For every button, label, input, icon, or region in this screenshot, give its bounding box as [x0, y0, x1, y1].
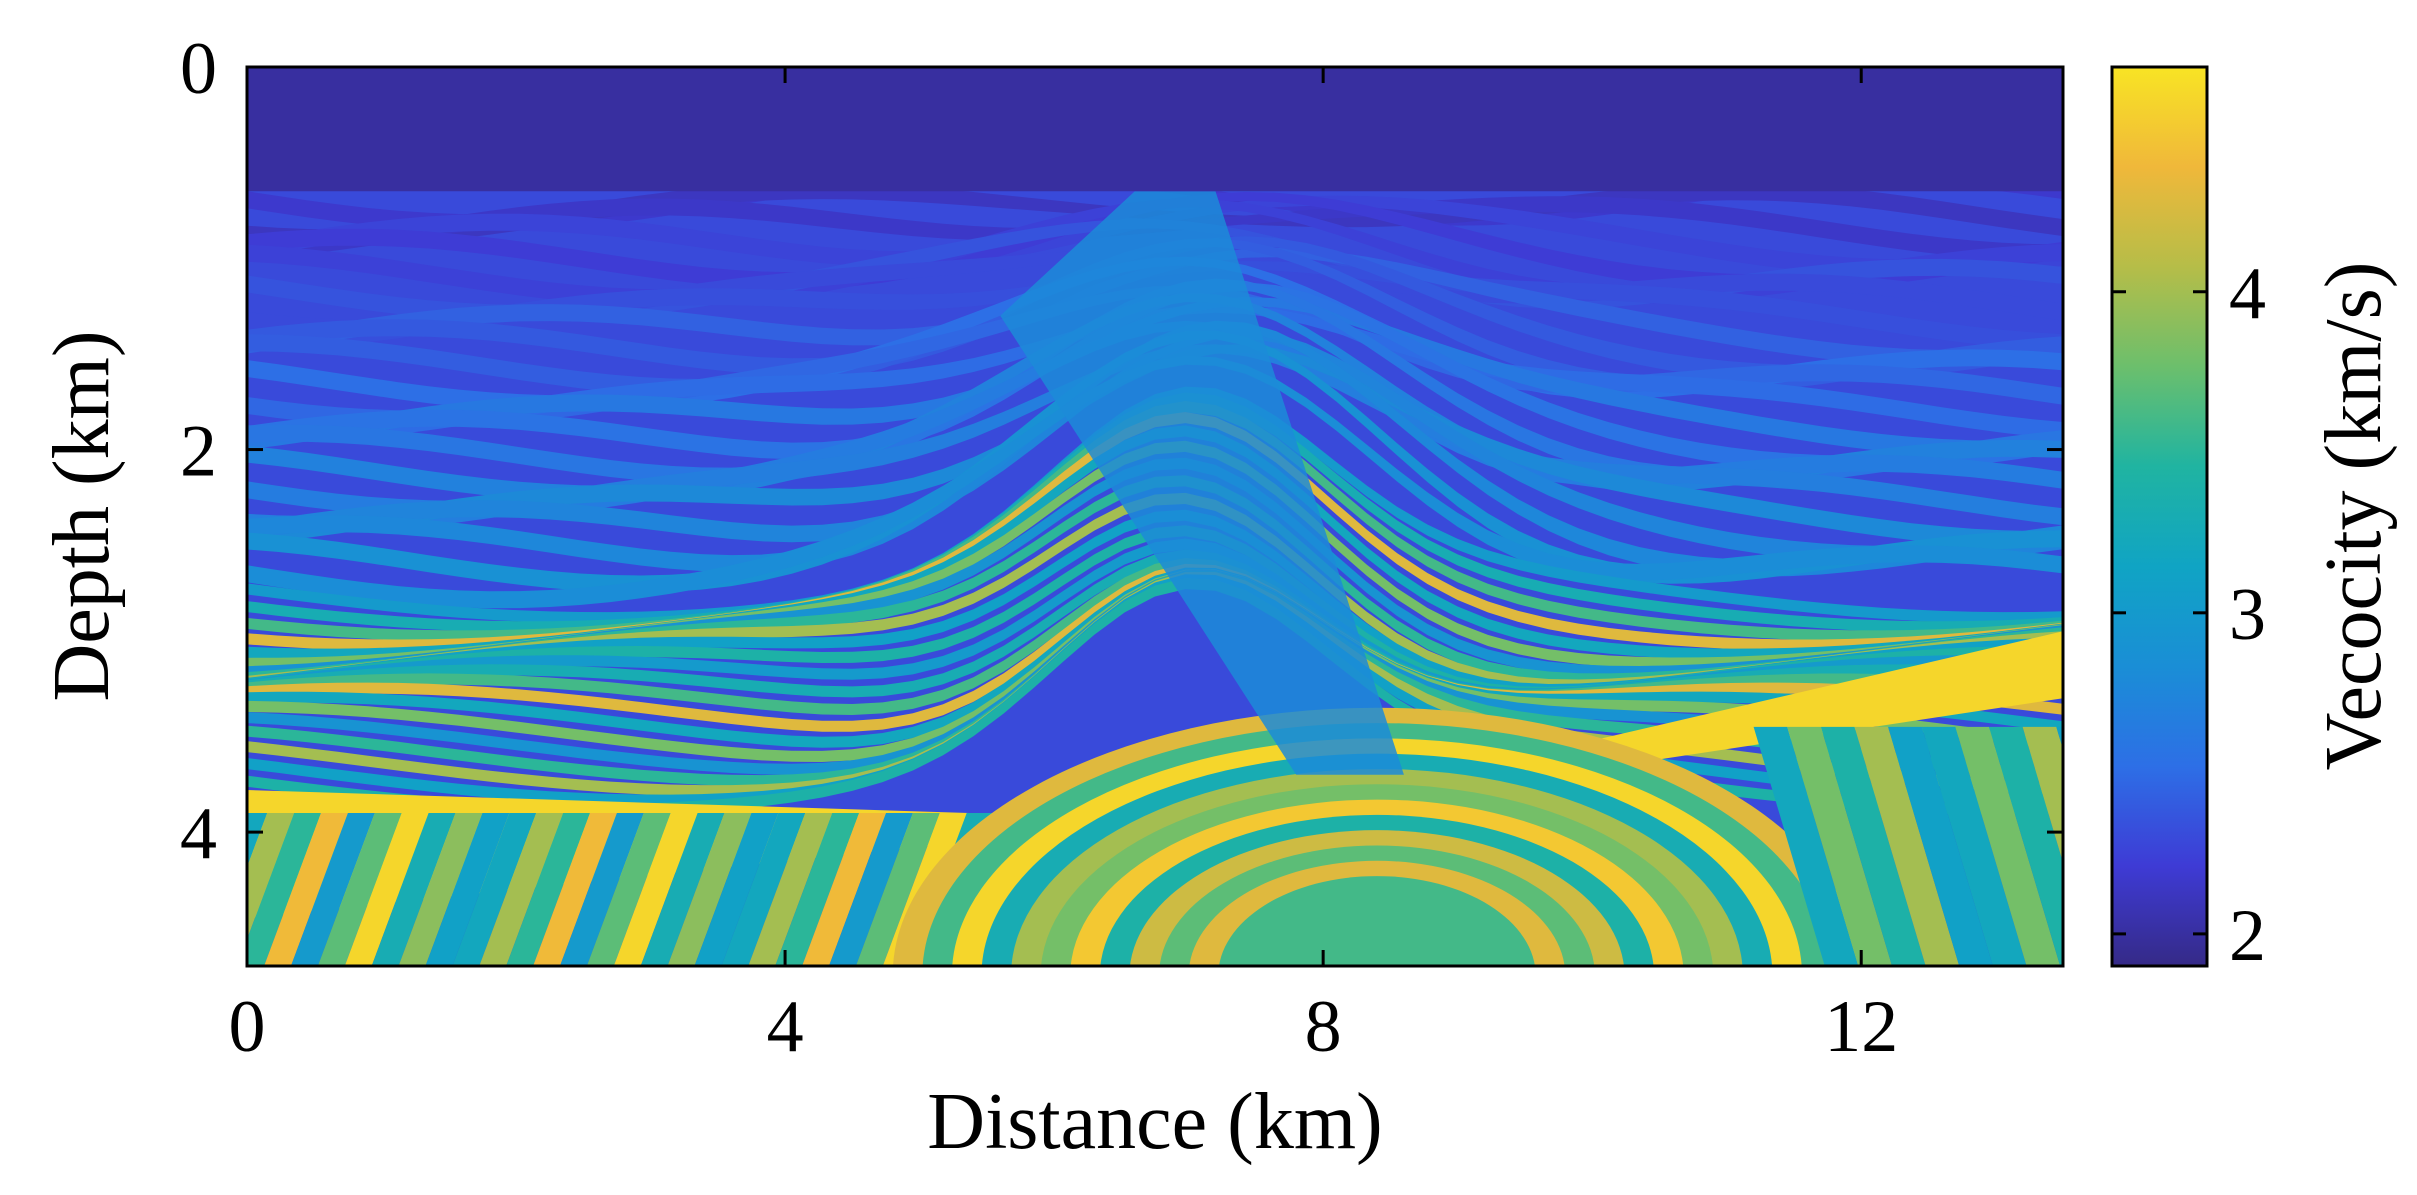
stratum-middle — [247, 457, 2063, 678]
stratum-deep — [247, 813, 321, 966]
stratum-shallow — [247, 256, 2063, 413]
stratum-deep — [290, 813, 375, 966]
stratum-deep — [344, 813, 429, 966]
stratum-deep-right — [2022, 726, 2063, 863]
y-tick-label: 2 — [180, 411, 217, 493]
stratum-deep — [533, 813, 617, 966]
stratum-deep — [371, 813, 456, 966]
stratum-deep — [694, 813, 779, 966]
stratum-deep — [247, 813, 268, 868]
stratum-deep — [317, 813, 402, 966]
stratum-deep — [506, 813, 590, 966]
stratum-deep-right — [1888, 726, 1993, 966]
stratum-middle — [247, 574, 2063, 806]
stratum-deep-right — [1753, 726, 1859, 966]
velocity-strata — [247, 67, 2063, 966]
x-tick-label: 4 — [767, 986, 804, 1068]
stratum-shallow — [247, 192, 2063, 292]
colorbar-ticks: 2 3 4 — [2112, 253, 2266, 977]
stratum-shallow — [247, 330, 2063, 593]
y-tick-label: 0 — [180, 28, 217, 110]
stratum-middle — [247, 525, 2063, 698]
colorbar: 2 3 4 Vecocity (km/s) — [2110, 65, 2398, 977]
stratum-deep — [855, 813, 940, 966]
stratum-deep-right — [1989, 726, 2063, 966]
stratum-deep-right — [1854, 726, 1960, 966]
stratum-deep — [247, 813, 295, 940]
stratum-shallow — [247, 293, 2063, 503]
stratum-deep — [721, 813, 806, 966]
water-layer — [247, 67, 2063, 192]
stratum-middle — [247, 563, 2063, 732]
colorbar-tick-label: 3 — [2229, 574, 2266, 656]
stratum-deep — [667, 813, 752, 966]
stratum-deep — [613, 813, 698, 966]
x-tick-label: 8 — [1305, 986, 1342, 1068]
stratum-deep — [264, 813, 348, 966]
stratum-deep — [828, 813, 913, 966]
stratum-deep — [586, 813, 671, 966]
stratum-shallow — [247, 344, 2063, 548]
x-tick-label: 0 — [229, 986, 266, 1068]
stratum-shallow — [247, 236, 2063, 382]
colorbar-tick-label: 4 — [2229, 253, 2266, 335]
stratum-shallow — [247, 296, 2063, 458]
stratum-shallow — [247, 304, 2063, 443]
stratum-deep — [802, 813, 886, 966]
stratum-deep-right — [1787, 726, 1893, 966]
plot-frame — [245, 65, 2065, 968]
stratum-deep — [775, 813, 860, 966]
stratum-deep-right — [1820, 726, 1926, 966]
y-axis-label: Depth (km) — [38, 330, 126, 701]
colorbar-label: Vecocity (km/s) — [2310, 262, 2398, 771]
x-axis: 0 4 8 12 — [229, 67, 1898, 1068]
x-axis-label: Distance (km) — [927, 1078, 1382, 1166]
stratum-deep — [748, 813, 833, 966]
colorbar-gradient — [2110, 65, 2209, 968]
stratum-shallow — [247, 329, 2063, 563]
colorbar-tick-label: 2 — [2229, 895, 2266, 977]
stratum-deep-right — [1921, 726, 2027, 966]
stratum-anticline — [1219, 876, 1535, 966]
stratum-deep — [425, 813, 510, 966]
stratum-deep — [479, 813, 564, 966]
stratum-deep — [559, 813, 644, 966]
diapir-column — [1000, 191, 1404, 775]
stratum-deep-right — [1955, 726, 2061, 966]
plot-area — [247, 67, 2063, 966]
x-tick-label: 12 — [1824, 986, 1898, 1068]
stratum-deep — [398, 813, 483, 966]
y-axis: 0 2 4 — [180, 28, 2063, 875]
stratum-deep-right — [2056, 726, 2063, 750]
stratum-shallow — [247, 282, 2063, 473]
stratum-deep — [640, 813, 725, 966]
y-tick-label: 4 — [180, 793, 217, 875]
stratum-deep — [452, 813, 537, 966]
